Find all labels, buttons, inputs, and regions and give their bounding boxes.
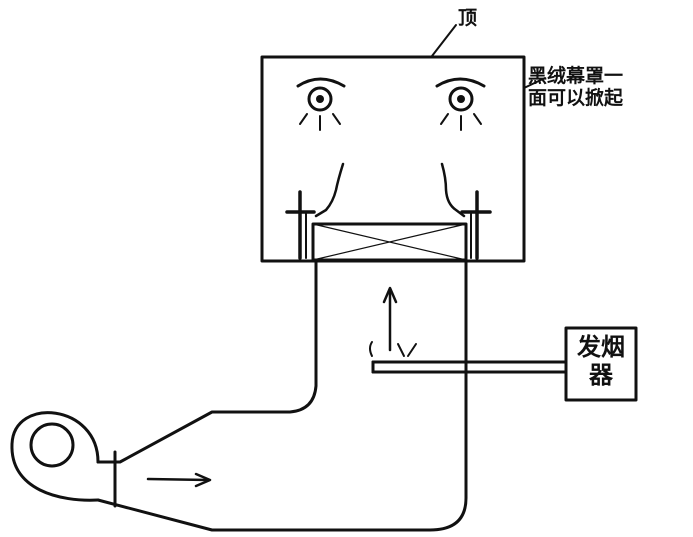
electrode-right — [460, 190, 492, 260]
observation-window — [311, 222, 468, 262]
label-smoke-line1: 发烟 — [577, 333, 625, 361]
wire-left — [314, 162, 345, 218]
curtain-label-leader — [523, 77, 546, 89]
electrode-left — [285, 190, 316, 260]
airflow-arrow-horizontal — [146, 472, 212, 488]
lamp-right-icon — [435, 77, 486, 131]
lamp-left-icon — [296, 77, 346, 131]
smoke-feed-tube — [369, 341, 568, 374]
airflow-arrow-up — [382, 286, 398, 352]
top-label-leader — [431, 24, 457, 57]
fan-icon — [10, 411, 100, 502]
label-curtain-line1: 黑绒幕罩一 — [528, 65, 624, 87]
label-smoke-generator: 发烟 器 — [572, 333, 630, 389]
smoke-generator-box — [564, 326, 638, 402]
label-top: 顶 — [458, 7, 478, 29]
air-duct — [96, 260, 468, 532]
label-curtain-line2: 面可以掀起 — [528, 86, 624, 109]
label-curtain: 黑绒幕罩一 面可以掀起 — [528, 65, 624, 110]
label-smoke-line2: 器 — [589, 360, 613, 389]
wire-right — [440, 162, 466, 218]
